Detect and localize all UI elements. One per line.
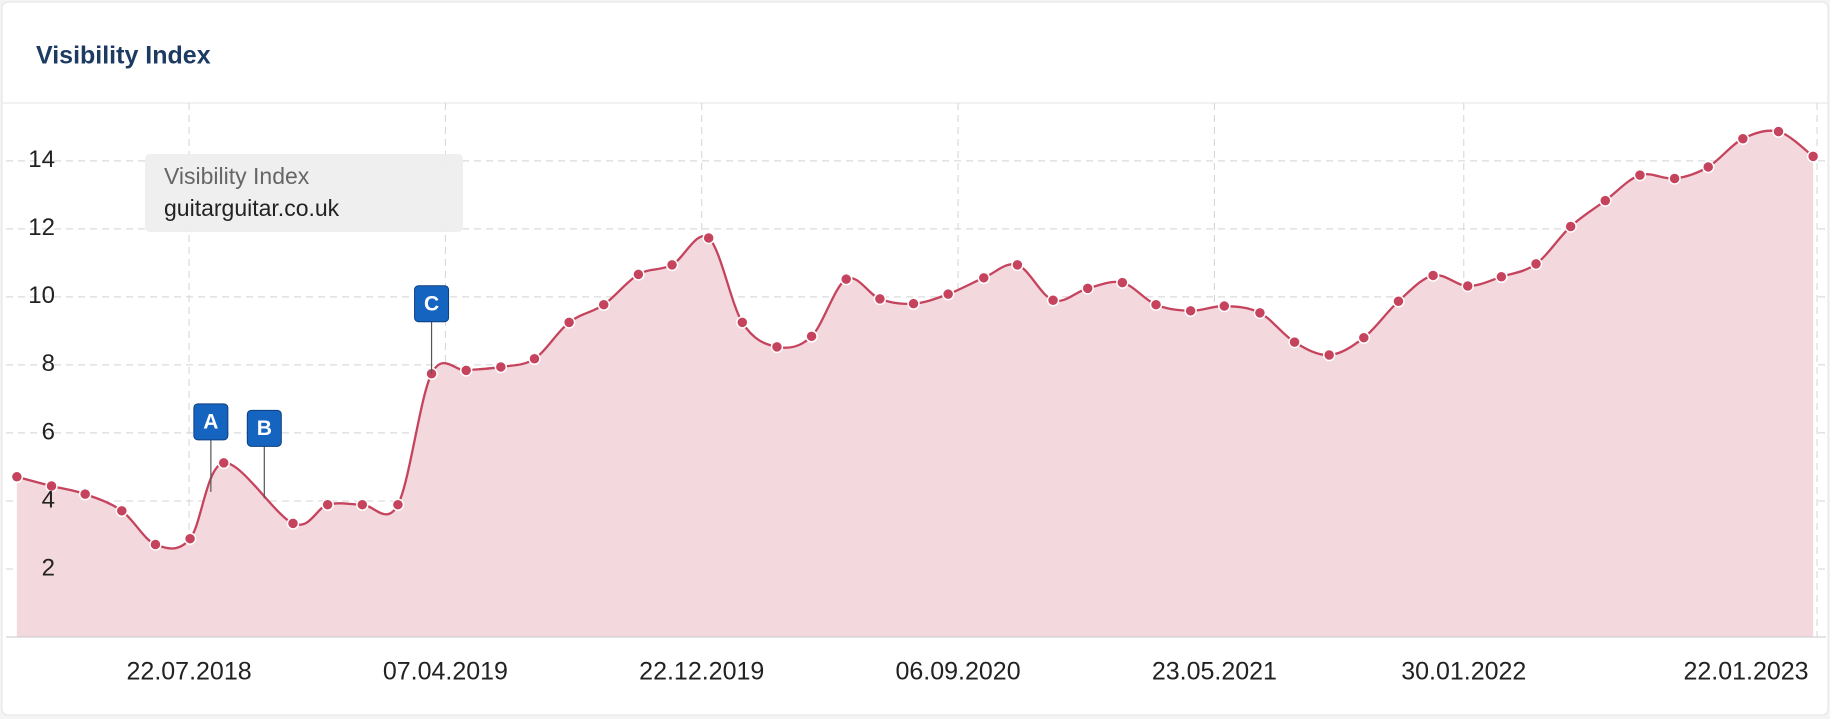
area <box>16 130 1814 637</box>
point <box>1736 132 1750 145</box>
annotation-marker <box>246 409 282 447</box>
y-tick-label: 10 <box>28 282 55 309</box>
point <box>115 504 129 518</box>
point <box>1253 306 1267 320</box>
plot-area: 2 4 6 8 10 12 14 22.07.2018 07.04.2019 22.12.2019… <box>6 103 1826 686</box>
point <box>528 352 541 366</box>
point <box>1149 298 1163 311</box>
legend-box <box>145 154 463 232</box>
point <box>217 456 230 470</box>
point <box>10 470 24 484</box>
annotation-marker <box>414 285 450 323</box>
point <box>770 340 784 354</box>
point <box>1426 269 1440 282</box>
point <box>45 479 58 493</box>
point <box>702 231 715 245</box>
point <box>1392 295 1405 308</box>
point <box>391 498 405 511</box>
x-tick-label: 22.01.2023 <box>1683 658 1808 686</box>
x-tick-label: 07.04.2019 <box>383 658 508 686</box>
point <box>1701 160 1715 174</box>
point <box>1461 279 1474 293</box>
point <box>736 316 749 329</box>
x-tick-label: 22.12.2019 <box>639 658 764 686</box>
point <box>873 292 887 306</box>
point <box>1668 172 1681 185</box>
annotation-marker <box>193 403 229 441</box>
point <box>632 268 645 281</box>
point <box>1806 150 1820 163</box>
y-tick-label: 8 <box>42 350 55 377</box>
point <box>321 498 334 511</box>
x-tick-label: 06.09.2020 <box>895 658 1020 686</box>
point <box>1772 125 1785 138</box>
point <box>1046 294 1060 307</box>
point <box>286 517 300 530</box>
point <box>183 532 197 545</box>
point <box>805 330 818 343</box>
point <box>1599 194 1612 207</box>
point <box>907 297 920 310</box>
point <box>1495 270 1508 284</box>
x-tick-label: 23.05.2021 <box>1152 658 1277 686</box>
point <box>1184 304 1197 318</box>
annotation-label: A <box>203 410 218 433</box>
point <box>494 360 508 374</box>
x-tick-label: 22.07.2018 <box>127 658 252 686</box>
point <box>1633 168 1647 182</box>
point <box>597 298 611 311</box>
point <box>1116 276 1129 289</box>
point <box>1357 331 1371 344</box>
point <box>1218 299 1231 313</box>
point <box>562 316 576 329</box>
chart-title: Visibility Index <box>36 42 211 70</box>
point <box>1288 335 1301 349</box>
y-tick-label: 6 <box>42 418 55 445</box>
y-tick-label: 2 <box>42 554 55 581</box>
annotation-label: B <box>257 417 272 440</box>
point <box>1322 348 1336 362</box>
legend-title: Visibility Index <box>164 163 310 189</box>
y-tick-label: 4 <box>42 486 55 513</box>
point <box>1529 257 1543 271</box>
point <box>1081 282 1094 295</box>
point <box>78 487 92 501</box>
point <box>459 364 473 377</box>
point <box>149 538 162 551</box>
y-tick-label: 12 <box>28 214 55 241</box>
x-tick-label: 30.01.2022 <box>1401 658 1526 686</box>
annotation-label: C <box>424 292 439 315</box>
point <box>839 272 853 286</box>
point <box>356 498 369 511</box>
point <box>665 258 679 272</box>
point <box>1564 220 1577 233</box>
legend-entry: guitarguitar.co.uk <box>164 195 340 221</box>
point <box>1011 258 1024 272</box>
point <box>977 271 991 285</box>
y-tick-label: 14 <box>28 146 55 173</box>
point <box>941 287 955 301</box>
